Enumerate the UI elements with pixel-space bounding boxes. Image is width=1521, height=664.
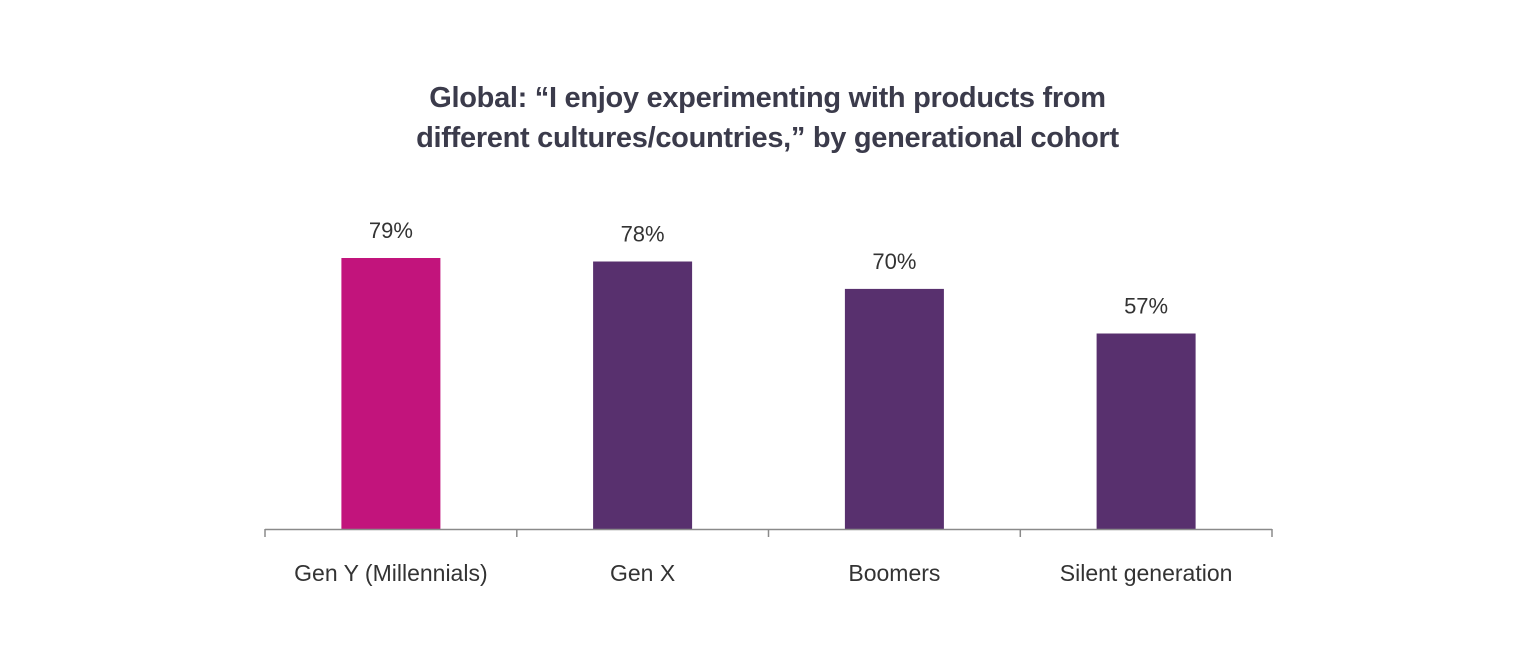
x-tick-label-1: Gen Y (Millennials) xyxy=(294,560,487,586)
data-label-3: 70% xyxy=(872,249,916,274)
data-label-1: 79% xyxy=(369,218,413,243)
chart-title-line-1: Global: “I enjoy experimenting with prod… xyxy=(429,82,1106,114)
x-tick-label-3: Boomers xyxy=(848,560,940,586)
x-tick-label-2: Gen X xyxy=(610,560,675,586)
bar-3 xyxy=(844,288,944,529)
x-axis xyxy=(264,528,1273,537)
chart-title: Global: “I enjoy experimenting with prod… xyxy=(0,78,1521,158)
data-label-2: 78% xyxy=(621,222,665,247)
bar-4 xyxy=(1096,333,1196,529)
x-tick-label-4: Silent generation xyxy=(1060,560,1233,586)
data-label-4: 57% xyxy=(1124,294,1168,319)
chart-title-line-2: different cultures/countries,” by genera… xyxy=(416,122,1119,154)
bar-2 xyxy=(593,261,693,529)
labels-group: 79% Gen Y (Millennials) 78% Gen X 70% Boomers… xyxy=(294,218,1232,586)
bar-1 xyxy=(341,258,441,529)
bars-group xyxy=(341,258,1196,529)
